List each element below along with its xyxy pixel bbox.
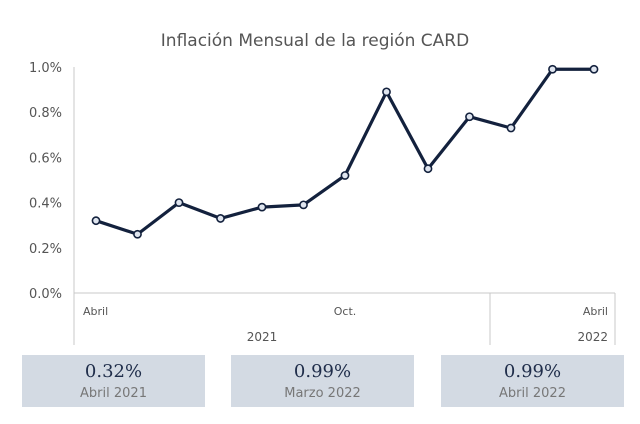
data-point: [382, 87, 391, 97]
summary-card-value: 0.99%: [293, 361, 352, 382]
data-point: [91, 216, 101, 226]
y-tick-label: 0.2%: [29, 242, 62, 257]
x-tick-label: Oct.: [334, 305, 357, 318]
line-chart: Inflación Mensual de la región CARD 0.0%…: [29, 31, 616, 345]
year-label: 2021: [247, 330, 278, 344]
summary-card-label: Abril 2022: [499, 386, 566, 401]
chart-axes: 0.0% 0.2% 0.4% 0.6% 0.8% 1.0% Abril Oct. Abril 20…: [29, 61, 616, 345]
data-point: [299, 200, 308, 210]
summary-card-label: Abril 2021: [80, 386, 147, 401]
data-point: [133, 229, 142, 239]
summary-card-value: 0.99%: [503, 361, 562, 382]
data-point: [257, 202, 267, 212]
data-point: [589, 64, 599, 74]
series-layer: [91, 64, 599, 239]
y-tick-label: 0.4%: [29, 197, 62, 212]
summary-card-1: 0.32% Abril 2021: [22, 355, 205, 407]
data-point: [548, 64, 557, 74]
data-point: [423, 164, 433, 174]
data-point: [174, 198, 184, 207]
y-tick-label: 0.0%: [29, 287, 62, 302]
data-point: [506, 123, 516, 133]
x-tick-label: Abril: [583, 305, 608, 318]
data-point: [465, 112, 474, 122]
y-tick-label: 0.6%: [29, 151, 62, 166]
summary-card-label: Marzo 2022: [284, 386, 361, 401]
y-tick-label: 1.0%: [29, 61, 62, 76]
y-tick-label: 0.8%: [29, 106, 62, 121]
summary-card-value: 0.32%: [84, 361, 143, 382]
summary-card-2: 0.99% Marzo 2022: [231, 355, 414, 407]
chart-title: Inflación Mensual de la región CARD: [161, 31, 469, 51]
year-label: 2022: [577, 330, 608, 344]
data-point: [340, 171, 350, 180]
summary-card-3: 0.99% Abril 2022: [441, 355, 624, 407]
data-point: [216, 214, 225, 223]
series-line: [94, 67, 596, 236]
x-tick-label: Abril: [83, 305, 108, 318]
